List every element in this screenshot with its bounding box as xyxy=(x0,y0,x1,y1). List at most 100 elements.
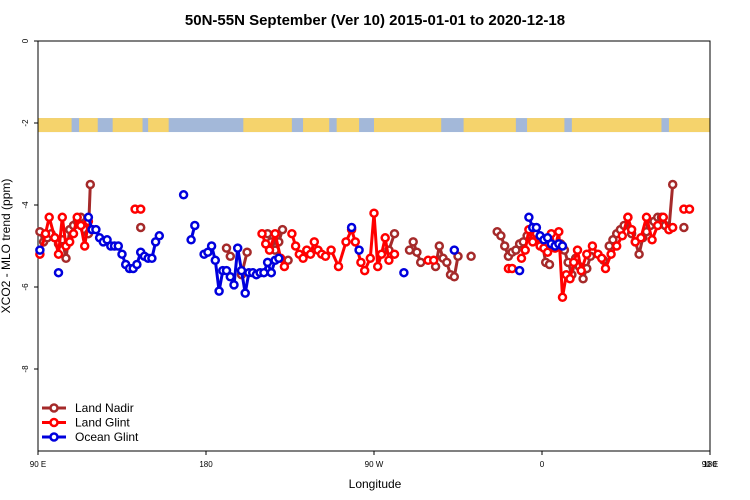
x-tick-label: 90 E xyxy=(30,460,46,469)
data-point xyxy=(667,179,678,190)
data-point xyxy=(568,257,579,268)
data-point xyxy=(542,247,553,257)
land-region xyxy=(112,118,143,133)
data-point xyxy=(178,190,189,200)
data-point xyxy=(76,220,86,231)
data-point xyxy=(544,259,555,270)
series-land-glint xyxy=(35,204,695,303)
data-point xyxy=(531,222,542,233)
data-point xyxy=(257,228,267,239)
data-point xyxy=(320,251,331,262)
series-layer xyxy=(35,179,695,303)
data-point xyxy=(298,253,308,264)
data-point xyxy=(50,233,60,243)
land-region xyxy=(571,118,662,133)
data-point xyxy=(527,237,538,247)
data-point xyxy=(679,222,689,233)
data-point xyxy=(186,235,196,245)
land-region xyxy=(243,118,292,133)
data-point xyxy=(389,249,400,259)
data-point xyxy=(326,245,336,255)
data-point xyxy=(279,261,290,272)
data-point xyxy=(516,253,527,264)
data-point xyxy=(225,272,236,282)
data-point xyxy=(210,255,221,266)
data-point xyxy=(641,212,652,223)
data-point xyxy=(206,241,217,251)
data-point xyxy=(572,245,583,255)
data-point xyxy=(623,212,633,223)
land-region xyxy=(668,118,710,133)
data-point xyxy=(372,261,383,272)
data-point xyxy=(428,255,439,266)
legend-label: Land Nadir xyxy=(75,401,134,415)
data-point xyxy=(85,179,96,190)
land-region xyxy=(374,118,442,133)
y-tick-label: -4 xyxy=(21,201,30,209)
legend-item: Ocean Glint xyxy=(42,430,139,444)
legend-label: Land Glint xyxy=(75,416,130,430)
data-point xyxy=(154,231,165,241)
data-point xyxy=(240,288,250,298)
data-point xyxy=(647,235,657,245)
data-point xyxy=(617,231,628,241)
data-point xyxy=(565,274,575,284)
data-point xyxy=(305,249,316,259)
data-point xyxy=(389,228,400,239)
data-point xyxy=(356,257,366,268)
legend-item: Land Glint xyxy=(42,416,130,430)
land-region xyxy=(463,118,516,133)
y-tick-label: -8 xyxy=(21,365,30,373)
data-point xyxy=(53,267,64,278)
data-point xyxy=(333,261,344,272)
data-point xyxy=(576,265,586,276)
x-tick-label: 0 xyxy=(540,460,545,469)
land-region xyxy=(303,118,330,133)
data-point xyxy=(369,208,379,218)
data-point xyxy=(117,249,127,259)
data-point xyxy=(415,257,426,268)
data-point xyxy=(404,245,415,255)
data-point xyxy=(499,241,510,251)
data-point xyxy=(507,263,517,274)
data-point xyxy=(83,212,94,223)
data-point xyxy=(274,253,284,264)
data-point xyxy=(466,251,476,262)
data-point xyxy=(91,224,101,235)
data-point xyxy=(214,286,224,296)
data-point xyxy=(442,257,452,268)
data-point xyxy=(376,249,387,259)
data-point xyxy=(190,220,200,231)
land-region xyxy=(38,118,72,133)
data-point xyxy=(221,243,232,253)
data-point xyxy=(79,241,90,251)
data-point xyxy=(232,243,243,253)
legend-marker xyxy=(49,417,59,428)
y-tick-label: 0 xyxy=(21,38,30,43)
data-point xyxy=(290,241,301,251)
y-axis: 0 -2 -4 -6 -8 xyxy=(21,38,38,373)
data-point xyxy=(64,237,75,247)
data-point xyxy=(132,259,142,270)
data-point xyxy=(68,228,79,239)
land-region xyxy=(79,118,98,133)
data-point xyxy=(72,212,82,223)
legend-marker xyxy=(49,432,59,442)
data-point xyxy=(606,249,616,259)
land-region xyxy=(527,118,565,133)
x-tick-label: 180 xyxy=(703,460,717,469)
data-point xyxy=(309,237,320,247)
data-point xyxy=(449,272,460,282)
data-point xyxy=(434,241,445,251)
data-point xyxy=(524,212,534,223)
data-point xyxy=(113,241,124,251)
data-point xyxy=(266,267,277,278)
data-point xyxy=(229,280,239,290)
data-point xyxy=(587,241,598,251)
data-point xyxy=(135,222,146,233)
y-axis-label: XCO2 - MLO trend (ppm) xyxy=(0,179,13,314)
data-point xyxy=(225,251,236,262)
data-point xyxy=(57,212,68,223)
